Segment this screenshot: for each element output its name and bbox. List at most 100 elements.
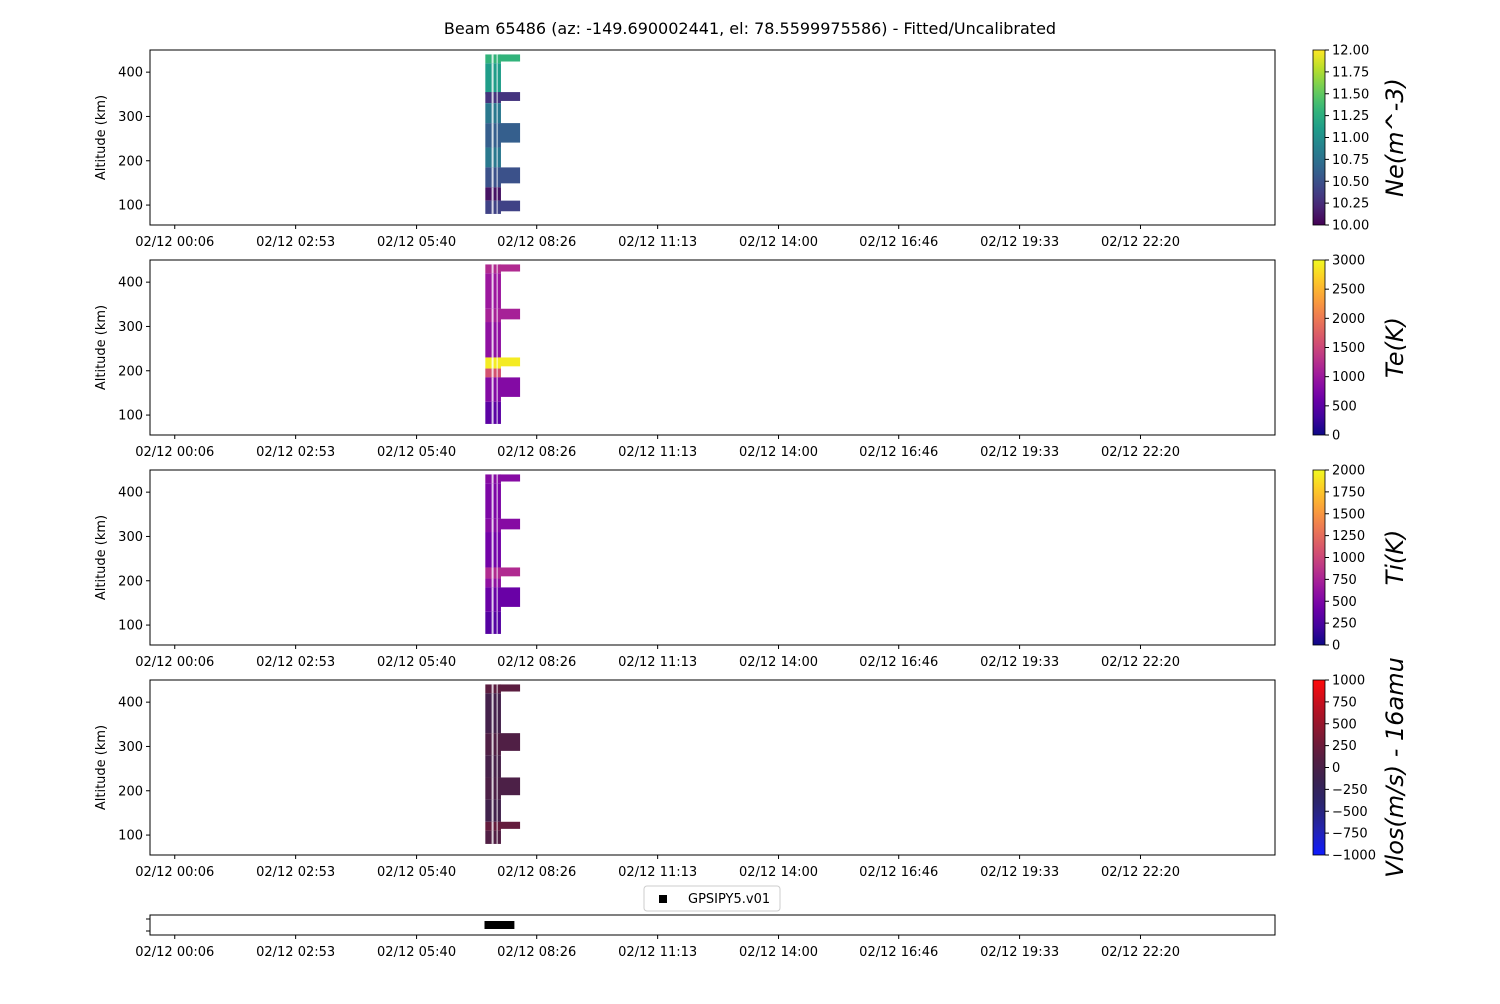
ne-x-tick-label: 02/12 11:13 <box>618 235 697 250</box>
scan-x-tick-label: 02/12 19:33 <box>980 945 1059 960</box>
axes-frame-ti <box>149 469 1276 646</box>
colorbar-tick-label: 2000 <box>1332 464 1365 479</box>
colorbar-tick-label: 1000 <box>1332 674 1365 689</box>
legend-marker <box>659 895 667 903</box>
colorbar-tick-label: 1000 <box>1332 370 1365 385</box>
colorbar-tick-label: 750 <box>1332 695 1357 710</box>
legend-box <box>643 885 781 912</box>
colorbar-label-ne: Ne(m^-3) <box>1381 78 1409 197</box>
heat-gap <box>491 587 494 612</box>
figure-title: Beam 65486 (az: -149.690002441, el: 78.5… <box>444 19 1056 38</box>
colorbar-tick-label: 11.50 <box>1332 87 1369 102</box>
te-x-tick-label: 02/12 14:00 <box>739 445 818 460</box>
heat-cell <box>499 821 521 829</box>
heat-cell <box>499 123 521 143</box>
heat-gap <box>496 578 498 588</box>
heat-gap <box>496 567 498 579</box>
heat-gap <box>496 684 498 694</box>
heat-gap <box>496 587 498 612</box>
colorbar-tick-label: 1750 <box>1332 485 1365 500</box>
colorbar-tick-label: 500 <box>1332 595 1357 610</box>
panel-vlos: 100 200 300 400 Altitude (km) 02/12 00:06 02/1… <box>94 657 1409 880</box>
heat-gap <box>491 532 494 568</box>
heat-gap <box>496 322 498 358</box>
y-tick-label: 100 <box>118 199 143 214</box>
colorbar-tick-label: 12.00 <box>1332 44 1369 59</box>
heat-gap <box>491 103 494 124</box>
heat-gap <box>491 611 494 634</box>
ti-x-tick-label: 02/12 11:13 <box>618 655 697 670</box>
heat-gap <box>491 264 494 274</box>
heat-gap <box>496 54 498 64</box>
vlos-x-tick-label: 02/12 08:26 <box>497 865 576 880</box>
heat-cell <box>499 308 521 320</box>
ne-x-tick-label: 02/12 14:00 <box>739 235 818 250</box>
ne-x-tick-label: 02/12 02:53 <box>256 235 335 250</box>
heat-gap <box>496 799 498 822</box>
heat-cell <box>499 377 521 397</box>
te-x-tick-label: 02/12 11:13 <box>618 445 697 460</box>
scan-x-tick-label: 02/12 02:53 <box>256 945 335 960</box>
scan-x-tick-label: 02/12 08:26 <box>497 945 576 960</box>
colorbar-label-ti: Ti(K) <box>1381 530 1409 586</box>
y-tick-label: 300 <box>118 740 143 755</box>
heat-gap <box>491 567 494 579</box>
colorbar-tick-label: 11.25 <box>1332 109 1369 124</box>
scan-x-tick-label: 02/12 22:20 <box>1101 945 1180 960</box>
heat-gap <box>491 368 494 378</box>
colorbar-tick-label: 500 <box>1332 399 1357 414</box>
vlos-x-tick-label: 02/12 11:13 <box>618 865 697 880</box>
colorbar-tick-label: 10.00 <box>1332 219 1369 234</box>
y-tick-label: 100 <box>118 409 143 424</box>
scan-x-tick-label: 02/12 14:00 <box>739 945 818 960</box>
heat-gap <box>491 733 494 756</box>
colorbar-tick-label: −1000 <box>1332 849 1376 864</box>
colorbar-label-vlos: Vlos(m/s) - 16amu <box>1381 657 1409 878</box>
ti-x-tick-label: 02/12 02:53 <box>256 655 335 670</box>
vlos-x-tick-label: 02/12 16:46 <box>859 865 938 880</box>
heat-gap <box>496 483 498 519</box>
heat-gap <box>491 755 494 778</box>
heat-cell <box>499 167 521 184</box>
vlos-x-tick-label: 02/12 05:40 <box>377 865 456 880</box>
heat-gap <box>496 92 498 104</box>
ti-x-tick-label: 02/12 22:20 <box>1101 655 1180 670</box>
ti-x-tick-label: 02/12 19:33 <box>980 655 1059 670</box>
heat-gap <box>491 357 494 369</box>
heat-gap <box>491 92 494 104</box>
vlos-x-tick-label: 02/12 14:00 <box>739 865 818 880</box>
heat-gap <box>496 63 498 95</box>
scan-x-tick-label: 02/12 05:40 <box>377 945 456 960</box>
panel-ne: 100 200 300 400 Altitude (km) 02/12 00:06 02/1… <box>94 44 1409 251</box>
axes-frame-te <box>149 259 1276 436</box>
colorbar-tick-label: −500 <box>1332 805 1368 820</box>
axes-frame-ne <box>149 49 1276 226</box>
colorbar-tick-label: 250 <box>1332 739 1357 754</box>
colorbar-tick-label: 0 <box>1332 639 1340 654</box>
colorbar-tick-label: 2500 <box>1332 283 1365 298</box>
heat-gap <box>491 273 494 309</box>
heat-gap <box>496 377 498 402</box>
ti-x-tick-label: 02/12 16:46 <box>859 655 938 670</box>
panel-scan: 02/12 00:06 02/12 02:53 02/12 05:40 02/12 0… <box>135 885 1276 960</box>
te-x-tick-label: 02/12 22:20 <box>1101 445 1180 460</box>
heat-gap <box>491 63 494 95</box>
te-x-tick-label: 02/12 05:40 <box>377 445 456 460</box>
heat-gap <box>496 167 498 188</box>
heat-gap <box>496 273 498 309</box>
heat-gap <box>496 733 498 756</box>
heat-cell <box>499 777 521 796</box>
heat-gap <box>496 830 498 844</box>
y-tick-label: 100 <box>118 829 143 844</box>
axes-frame-scan <box>149 914 1276 936</box>
heat-gap <box>496 308 498 323</box>
colorbar-tick-label: 1000 <box>1332 551 1365 566</box>
heat-gap <box>496 518 498 533</box>
scan-x-tick-label: 02/12 00:06 <box>135 945 214 960</box>
ne-x-tick-label: 02/12 16:46 <box>859 235 938 250</box>
heat-cell <box>499 54 521 62</box>
ti-x-tick-label: 02/12 08:26 <box>497 655 576 670</box>
heat-gap <box>496 264 498 274</box>
